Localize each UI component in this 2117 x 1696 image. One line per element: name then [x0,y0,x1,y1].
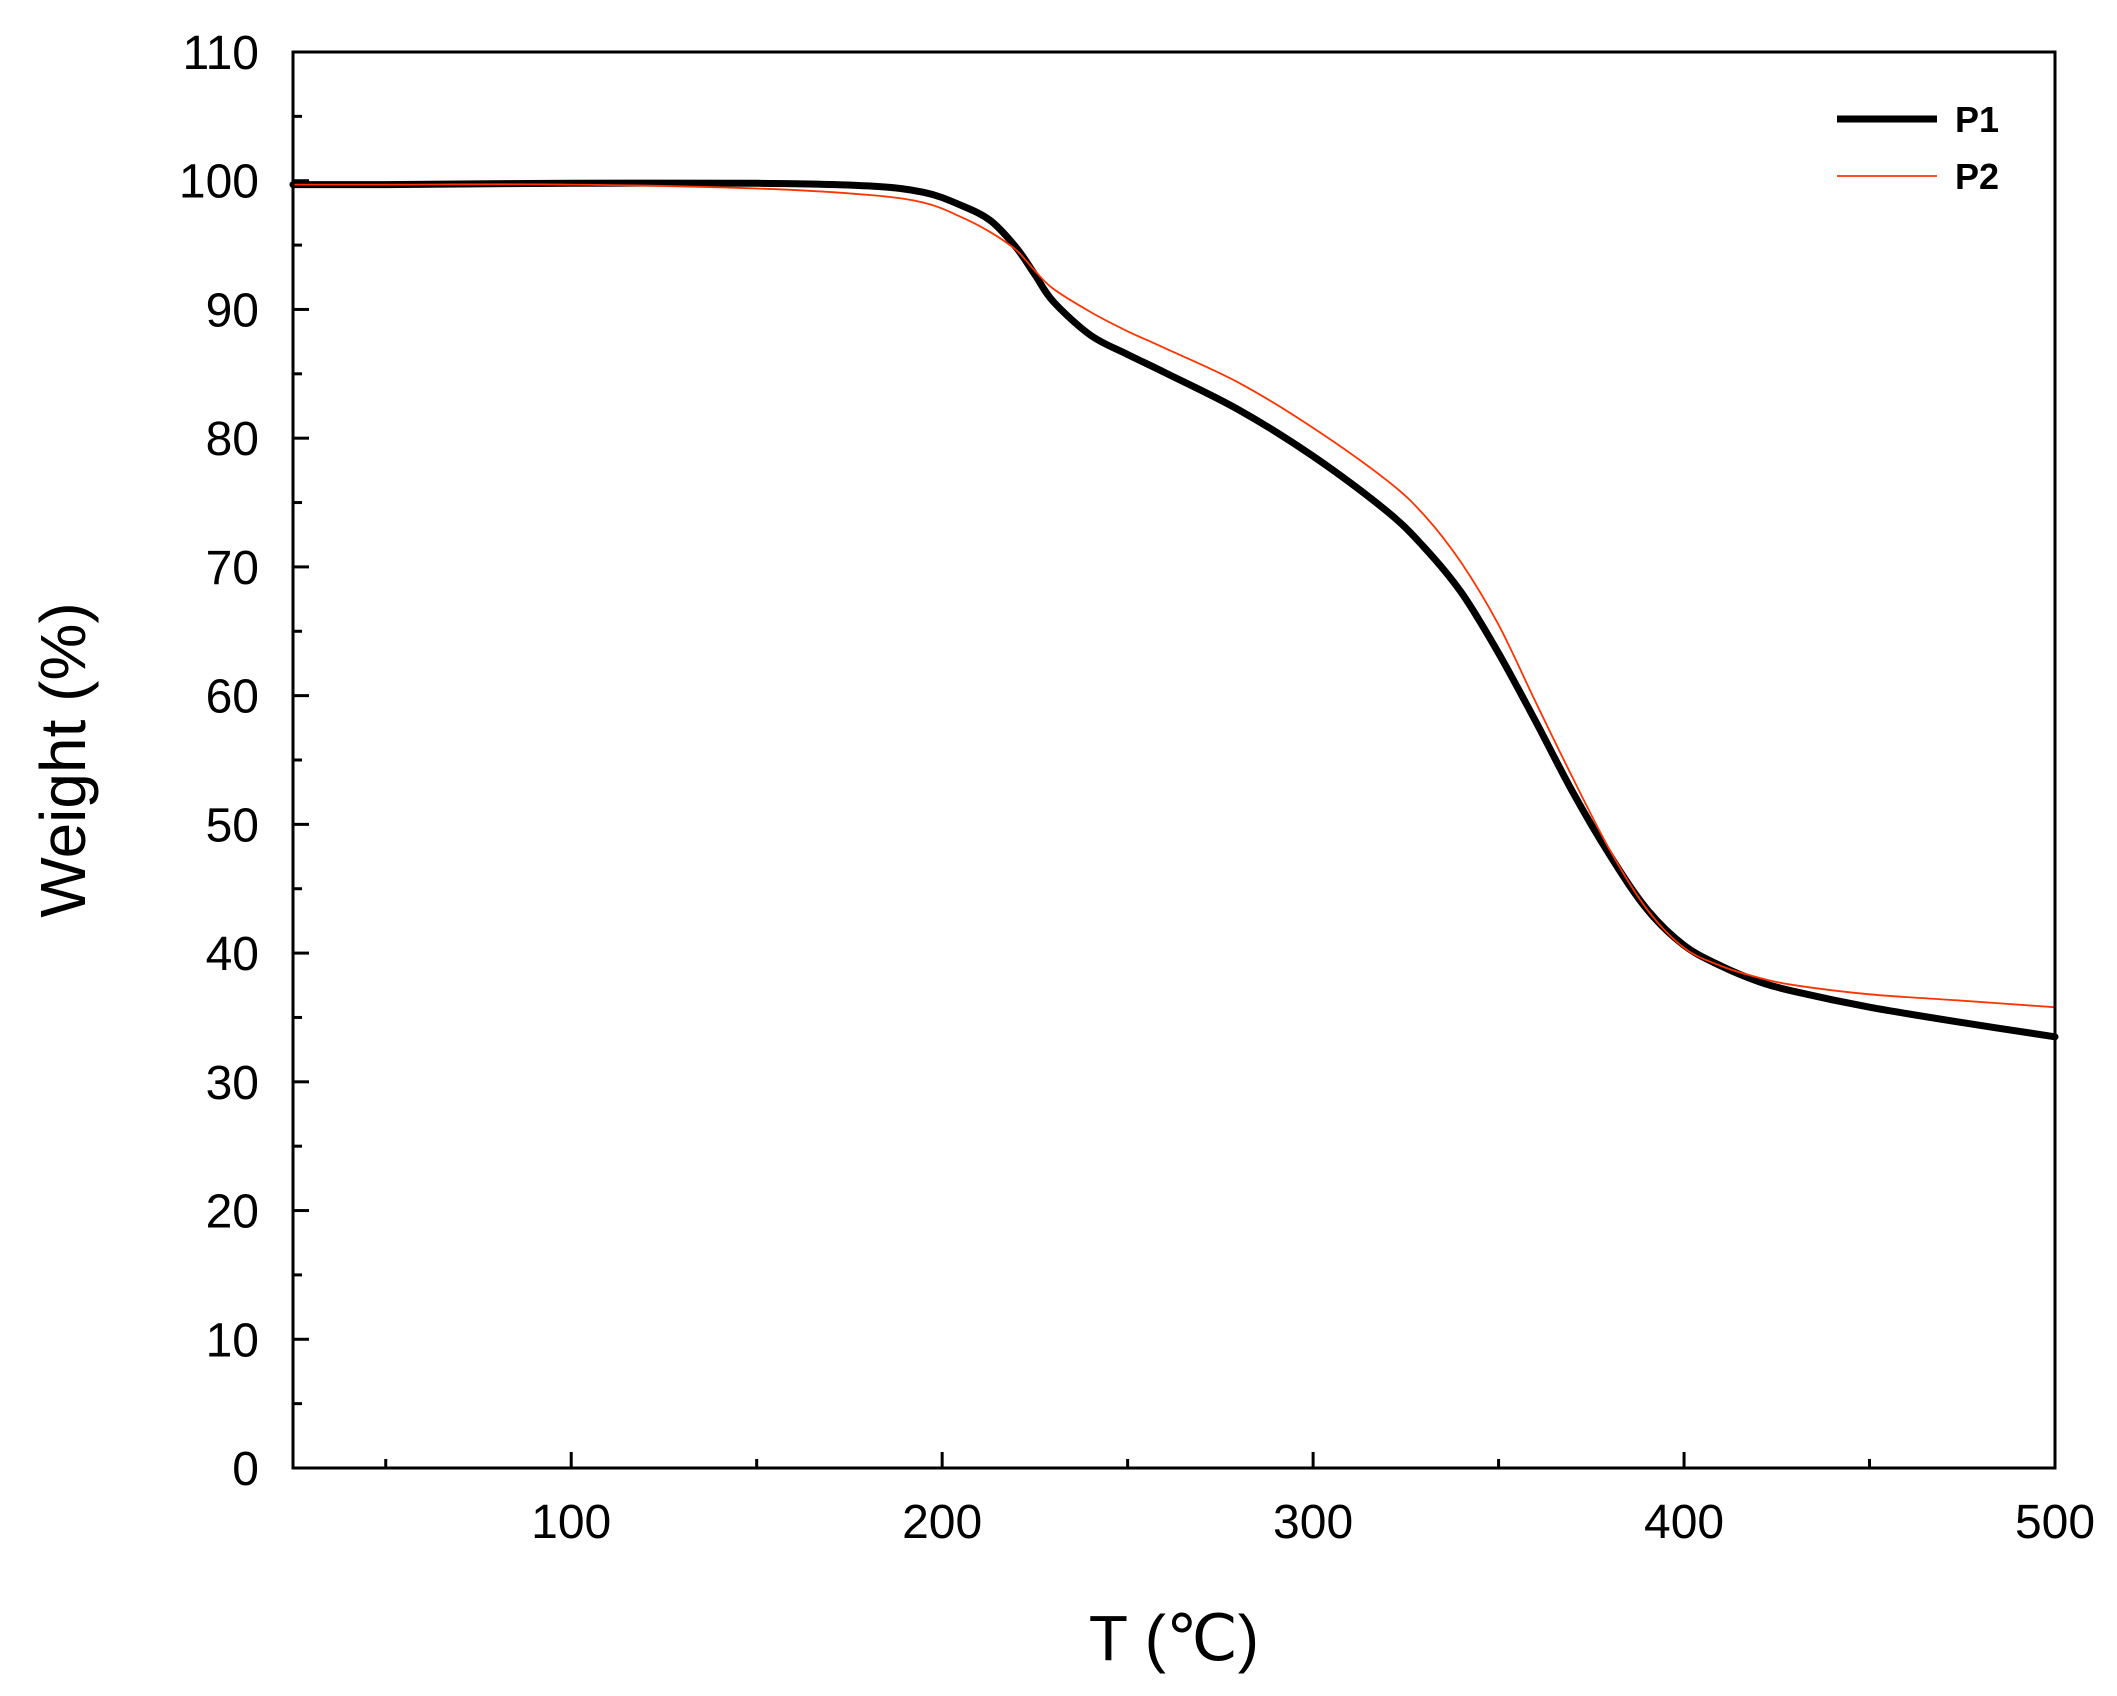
x-axis-title: T (℃) [1089,1602,1259,1674]
y-axis-title: Weight (%) [27,602,99,917]
plot-frame [291,50,2057,1470]
legend-label-p2: P2 [1955,156,1999,197]
y-tick-label: 100 [179,156,259,209]
y-tick-label: 70 [206,542,259,595]
y-tick-label: 20 [206,1186,259,1239]
y-tick-label: 10 [206,1314,259,1367]
y-tick-label: 50 [206,799,259,852]
x-tick-label: 400 [1644,1496,1724,1549]
y-tick-labels: 0 10 20 30 40 50 60 70 80 90 100 110 [179,27,259,1496]
x-tick-label: 300 [1273,1496,1353,1549]
series-layer [289,179,2059,1041]
y-tick-label: 110 [182,27,259,80]
x-tick-label: 200 [902,1496,982,1549]
y-tick-label: 0 [232,1443,259,1496]
x-tick-label: 100 [531,1496,611,1549]
y-tick-label: 40 [206,928,259,981]
y-tick-label: 80 [206,413,259,466]
x-tick-labels: 100 200 300 400 500 [531,1496,2095,1549]
x-tick-label: 500 [2015,1496,2095,1549]
series-line-p2 [292,183,2056,1009]
y-tick-label: 60 [206,671,259,724]
y-tick-label: 90 [206,284,259,337]
legend-label-p1: P1 [1955,99,1999,140]
y-tick-label: 30 [206,1057,259,1110]
